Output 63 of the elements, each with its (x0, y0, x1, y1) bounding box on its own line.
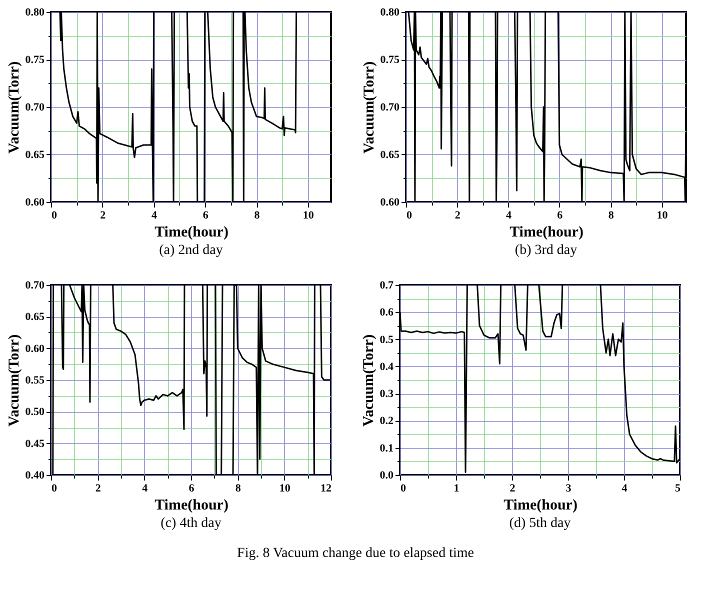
x-tick-label: 8 (608, 210, 614, 222)
text: (a) 2nd day (159, 243, 223, 258)
x-tick-label: 2 (454, 210, 461, 222)
y-tick-label: 0.50 (25, 406, 45, 418)
y-tick-label: 0.65 (380, 149, 400, 161)
y-tick-label: 0.45 (25, 438, 45, 450)
y-tick-label: 0.70 (25, 280, 45, 292)
x-axis-title: Time(hour) (504, 498, 578, 514)
x-tick-label: 8 (254, 210, 260, 222)
y-tick-label: 0.2 (380, 415, 394, 428)
x-tick-label: 4 (622, 482, 628, 494)
x-tick-label: 8 (235, 482, 242, 494)
x-axis-title: Time(hour) (154, 224, 228, 240)
x-tick-label: 10 (279, 482, 291, 494)
y-tick-label: 0.5 (380, 334, 394, 346)
x-tick-label: 10 (656, 210, 668, 222)
y-tick-label: 0.65 (25, 149, 45, 161)
y-tick-label: 0.75 (25, 54, 45, 66)
y-tick-label: 0.75 (380, 54, 400, 66)
text: (d) 5th day (509, 516, 571, 531)
x-tick-label: 6 (557, 210, 564, 222)
x-tick-label: 6 (188, 482, 195, 494)
x-tick-label: 12 (320, 482, 332, 494)
x-tick-label: 2 (95, 482, 102, 494)
x-tick-label: 10 (302, 210, 314, 222)
y-tick-label: 0.60 (25, 196, 45, 208)
x-tick-label: 4 (506, 210, 512, 222)
x-tick-label: 0 (406, 210, 412, 222)
y-tick-label: 0.65 (25, 311, 45, 324)
caption: Fig. 8 Vacuum change due to elapsed time (236, 546, 475, 562)
x-tick-label: 2 (510, 482, 516, 494)
y-axis-title: Vacuum(Torr) (6, 334, 22, 427)
x-axis-title: Time(hour) (510, 224, 584, 240)
y-tick-label: 0.55 (25, 374, 45, 386)
x-tick-label: 1 (454, 482, 460, 494)
y-tick-label: 0.60 (380, 196, 400, 208)
y-tick-label: 0.0 (380, 470, 394, 482)
x-tick-label: 4 (142, 482, 148, 494)
y-tick-label: 0.6 (380, 306, 394, 319)
y-tick-label: 0.80 (25, 6, 45, 18)
x-tick-label: 3 (566, 482, 572, 494)
y-axis-title: Vacuum(Torr) (6, 61, 22, 154)
y-tick-label: 0.70 (380, 102, 400, 114)
x-tick-label: 0 (400, 482, 406, 494)
y-tick-label: 0.60 (25, 342, 45, 355)
x-axis-title: Time(hour) (154, 498, 228, 514)
y-axis-title: Vacuum(Torr) (361, 61, 378, 154)
y-tick-label: 0.40 (25, 470, 45, 482)
x-tick-label: 4 (152, 210, 158, 222)
text: (b) 3rd day (514, 243, 578, 258)
y-tick-label: 0.4 (380, 360, 394, 373)
x-tick-label: 6 (202, 210, 209, 222)
y-tick-label: 0.7 (380, 280, 394, 292)
y-tick-label: 0.70 (25, 102, 45, 114)
x-tick-label: 0 (52, 210, 58, 222)
y-tick-label: 0.1 (380, 442, 394, 454)
text: (c) 4th day (160, 516, 222, 531)
x-tick-label: 5 (675, 482, 681, 494)
y-tick-label: 0.80 (380, 6, 400, 18)
y-axis-title: Vacuum(Torr) (360, 334, 377, 427)
y-tick-label: 0.3 (380, 388, 394, 400)
x-tick-label: 0 (52, 482, 58, 494)
x-tick-label: 2 (100, 210, 106, 222)
